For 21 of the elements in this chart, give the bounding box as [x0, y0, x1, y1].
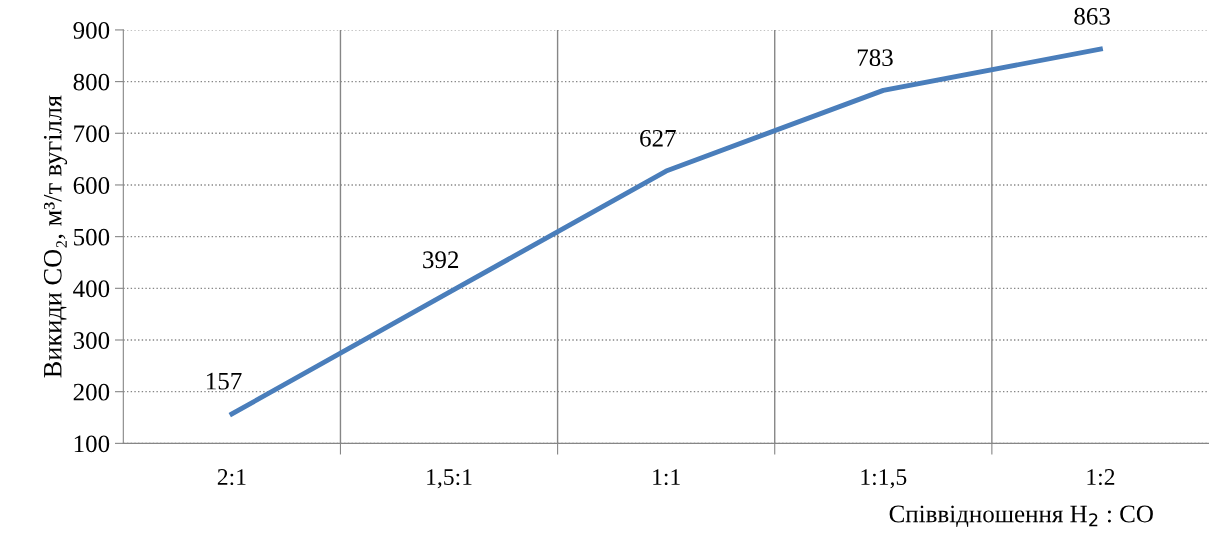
x-tick-label: 2:1 [217, 469, 246, 486]
y-tick-label: 400 [73, 280, 110, 298]
x-tick-label: 1:1 [653, 469, 680, 486]
x-tick-label: 1:1,5 [861, 469, 907, 489]
y-tick-label: 700 [74, 125, 110, 143]
y-tick-label: 600 [73, 177, 110, 194]
y-tick-label: 900 [73, 21, 110, 39]
y-tick-label: 300 [73, 332, 110, 349]
y-tick-label: 200 [73, 383, 110, 401]
y-tick-label: 500 [74, 228, 110, 246]
y-axis-title: Викиди CO₂, м³/т вугілля [43, 95, 68, 378]
x-axis-title: Співвідношення H$_{2}$ : CO [889, 505, 1153, 527]
y-tick-label: 800 [73, 73, 110, 91]
x-tick-label: 1,5:1 [427, 469, 472, 489]
data-label: 783 [857, 49, 893, 67]
data-label: 863 [1074, 7, 1110, 25]
data-label: 627 [640, 129, 676, 147]
data-label: 157 [207, 372, 242, 390]
y-tick-label: 100 [74, 435, 110, 453]
x-tick-label: 1:2 [1087, 469, 1115, 486]
data-label: 392 [423, 251, 459, 269]
